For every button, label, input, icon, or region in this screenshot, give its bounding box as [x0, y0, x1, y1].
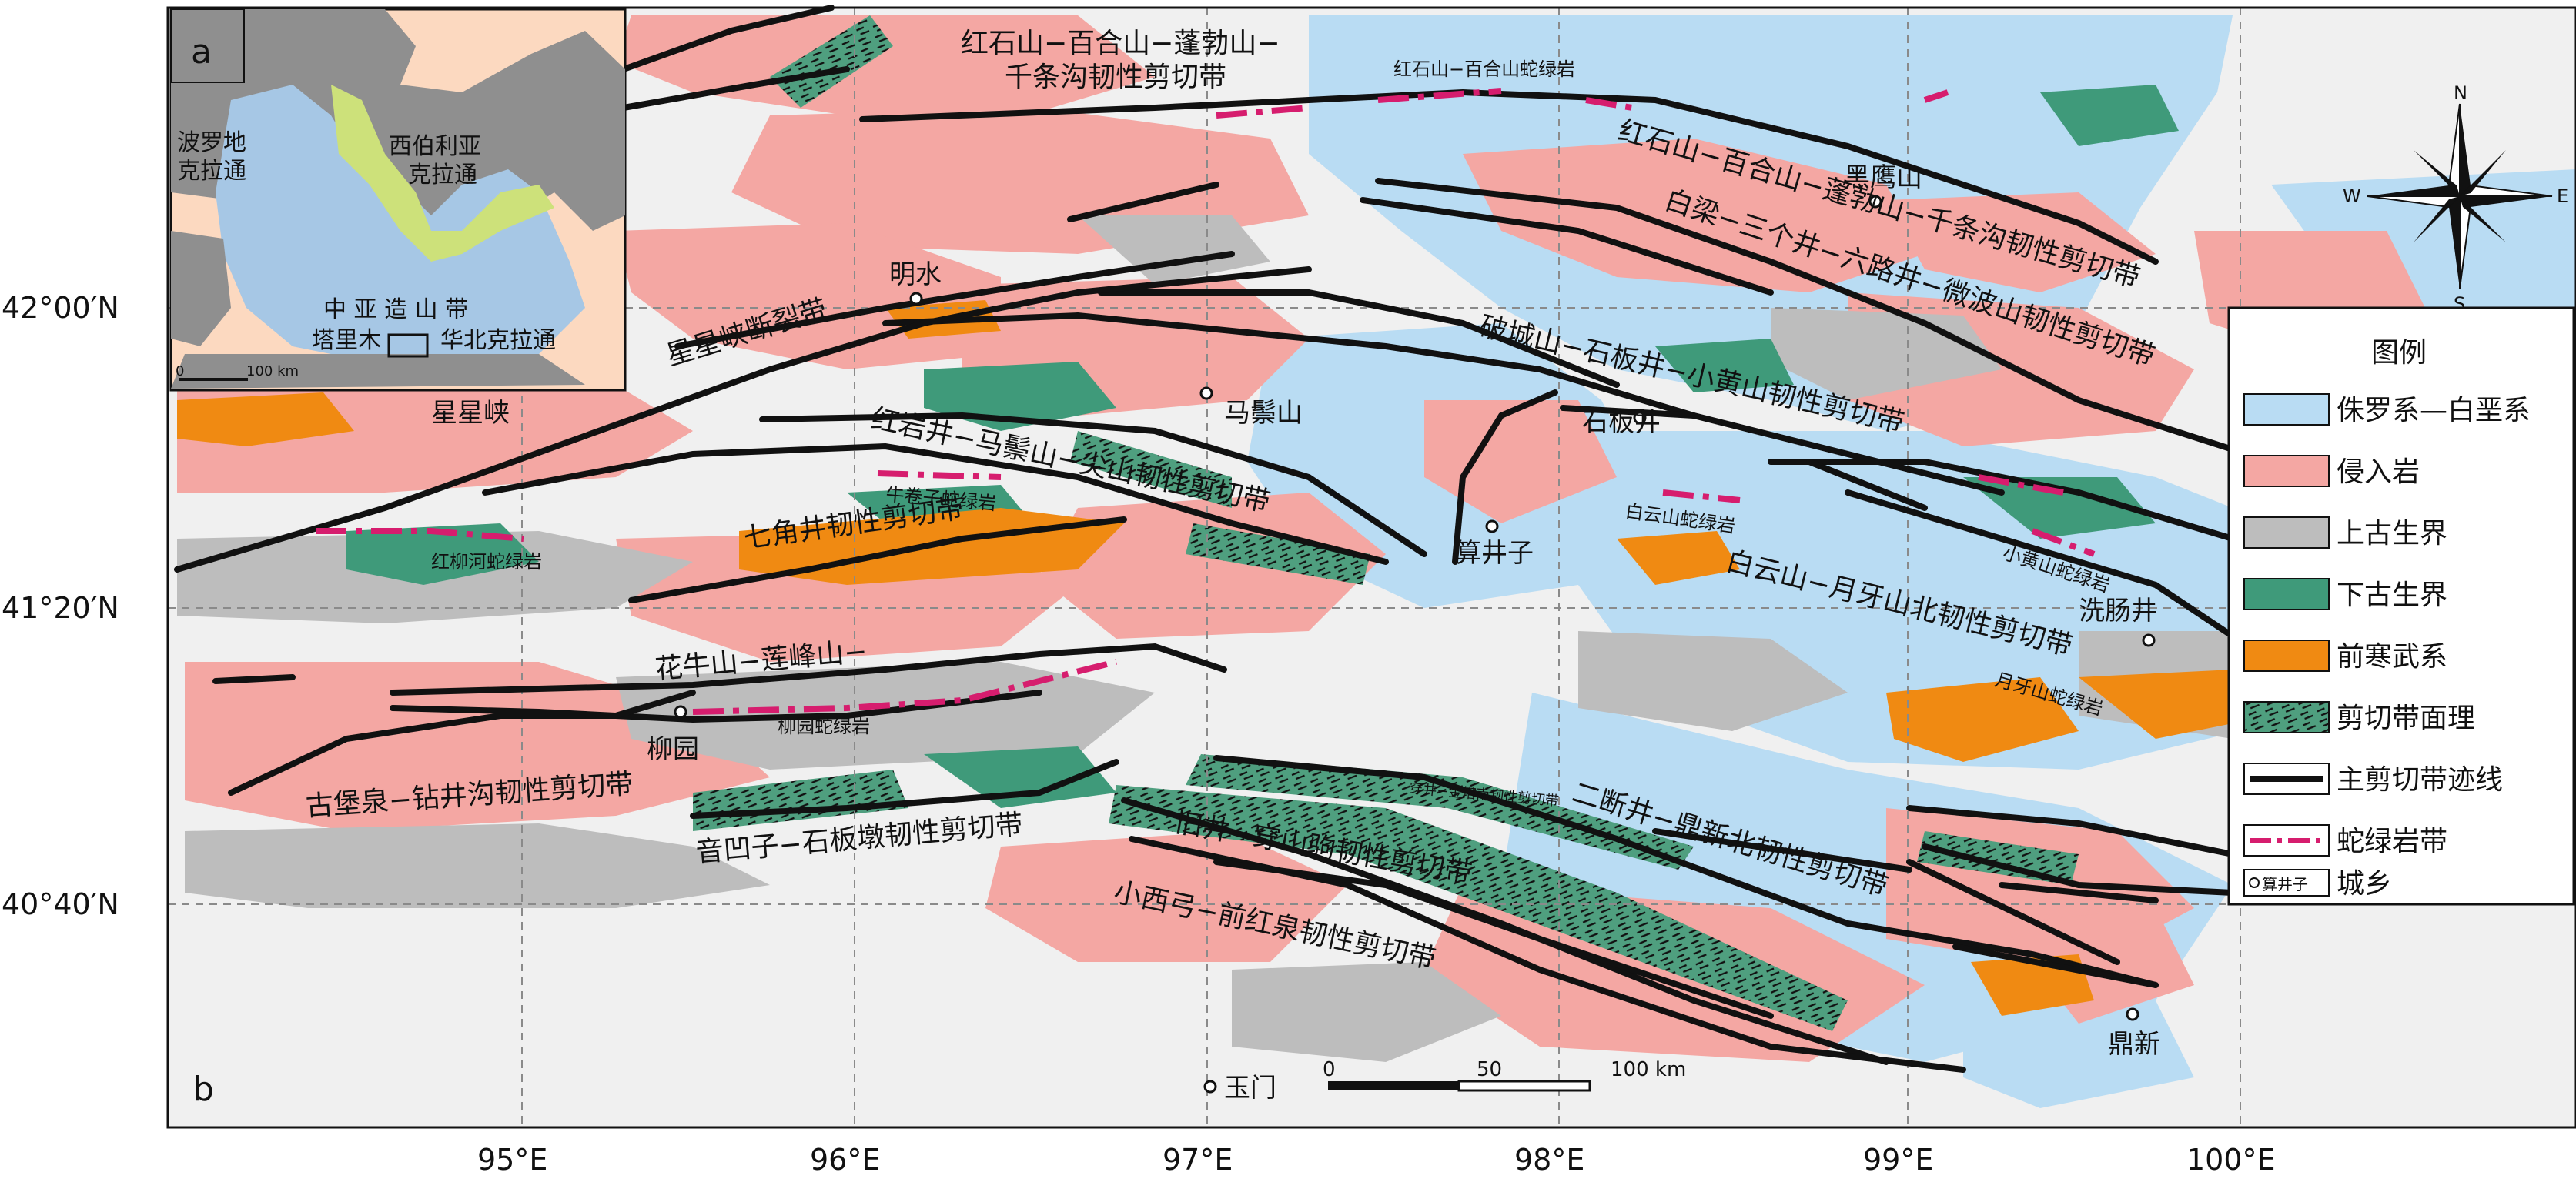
label-hongshishan-ophiolite: 红石山−百合山蛇绿岩	[1393, 58, 1575, 80]
town-dingxin: 鼎新	[2108, 1029, 2160, 1060]
scale-100: 100 km	[1611, 1058, 1686, 1081]
legend-title: 图例	[2371, 337, 2427, 369]
town-heiyingshan: 黑鹰山	[1844, 162, 1922, 193]
legend-swatch-jurassic	[2243, 393, 2330, 426]
lon-98: 98°E	[1514, 1143, 1584, 1177]
panel-label-a: a	[191, 32, 212, 72]
town-xingxingxia: 星星峡	[431, 398, 510, 429]
legend-label-upper-paleozoic: 上古生界	[2337, 518, 2447, 549]
legend: 图例 侏罗系—白垩系 侵入岩 上古生界 下古生界 前寒武系 剪切带面理 主剪切带…	[2227, 306, 2575, 906]
inset-map: a 波罗地 克拉通 西伯利亚 克拉通 中 亚 造 山 带 塔里木 华北克拉通 0…	[169, 8, 627, 392]
legend-label-shear-trace: 主剪切带迹线	[2337, 764, 2503, 796]
town-suanjingzi: 算井子	[1455, 538, 1534, 569]
legend-swatch-foliation	[2243, 701, 2330, 733]
legend-swatch-intrusive	[2243, 455, 2330, 487]
lat-42: 42°00′N	[2, 291, 119, 325]
town-shibanjing: 石板井	[1582, 407, 1661, 438]
label-hongshishan-1: 红石山−百合山−蓬勃山−	[961, 28, 1280, 59]
north-label: N	[2454, 82, 2467, 104]
label-hongshishan-2: 千条沟韧性剪切带	[1005, 62, 1226, 93]
inset-north-china: 华北克拉通	[440, 327, 556, 354]
legend-label-jurassic: 侏罗系—白垩系	[2337, 395, 2531, 426]
legend-label-ophiolite: 蛇绿岩带	[2337, 826, 2447, 857]
inset-siberia-2: 克拉通	[408, 162, 477, 189]
lon-99: 99°E	[1863, 1143, 1933, 1177]
lon-96: 96°E	[810, 1143, 880, 1177]
lat-41-20: 41°20′N	[2, 591, 119, 625]
inset-tarim: 塔里木	[312, 327, 381, 354]
town-mazongshan: 马鬃山	[1224, 398, 1303, 429]
inset-baltica-1: 波罗地	[177, 129, 246, 156]
legend-swatch-lower-paleozoic	[2243, 578, 2330, 610]
scale-0: 0	[1323, 1058, 1336, 1081]
legend-label-lower-paleozoic: 下古生界	[2337, 579, 2447, 611]
label-hongliuhe-ophiolite: 红柳河蛇绿岩	[431, 551, 542, 573]
west-label: W	[2343, 185, 2361, 207]
legend-label-foliation: 剪切带面理	[2337, 703, 2475, 734]
inset-scale-0: 0	[176, 363, 184, 379]
inset-scale-100: 100 km	[246, 363, 299, 379]
panel-label-b: b	[192, 1070, 214, 1109]
lat-40-40: 40°40′N	[2, 887, 119, 921]
town-mingshui: 明水	[889, 259, 942, 290]
town-xichangjing: 洗肠井	[2079, 596, 2157, 626]
lon-100: 100°E	[2186, 1143, 2276, 1177]
lon-95: 95°E	[477, 1143, 547, 1177]
label-liuyuan-ophiolite: 柳园蛇绿岩	[778, 716, 870, 737]
inset-siberia-1: 西伯利亚	[389, 133, 481, 160]
map-border	[166, 6, 2576, 1129]
lon-97: 97°E	[1163, 1143, 1233, 1177]
legend-label-intrusive: 侵入岩	[2337, 456, 2420, 488]
legend-label-precambrian: 前寒武系	[2337, 641, 2447, 673]
inset-baltica-2: 克拉通	[177, 158, 246, 185]
east-label: E	[2557, 185, 2568, 207]
ophiolite-belts	[316, 88, 2096, 715]
town-yumen: 玉门	[1224, 1073, 1276, 1104]
legend-swatch-upper-paleozoic	[2243, 516, 2330, 549]
town-liuyuan: 柳园	[647, 734, 699, 765]
legend-label-town: 城乡	[2337, 868, 2392, 900]
axis-labels: 95°E 96°E 97°E 98°E 99°E 100°E 42°00′N 4…	[2, 291, 2276, 1177]
scale-50: 50	[1477, 1058, 1502, 1081]
legend-swatch-precambrian	[2243, 640, 2330, 672]
inset-caob: 中 亚 造 山 带	[323, 296, 468, 323]
legend-town-sample: 算井子	[2262, 875, 2308, 893]
scale-bar: 0 50 100 km	[1323, 1058, 1686, 1092]
